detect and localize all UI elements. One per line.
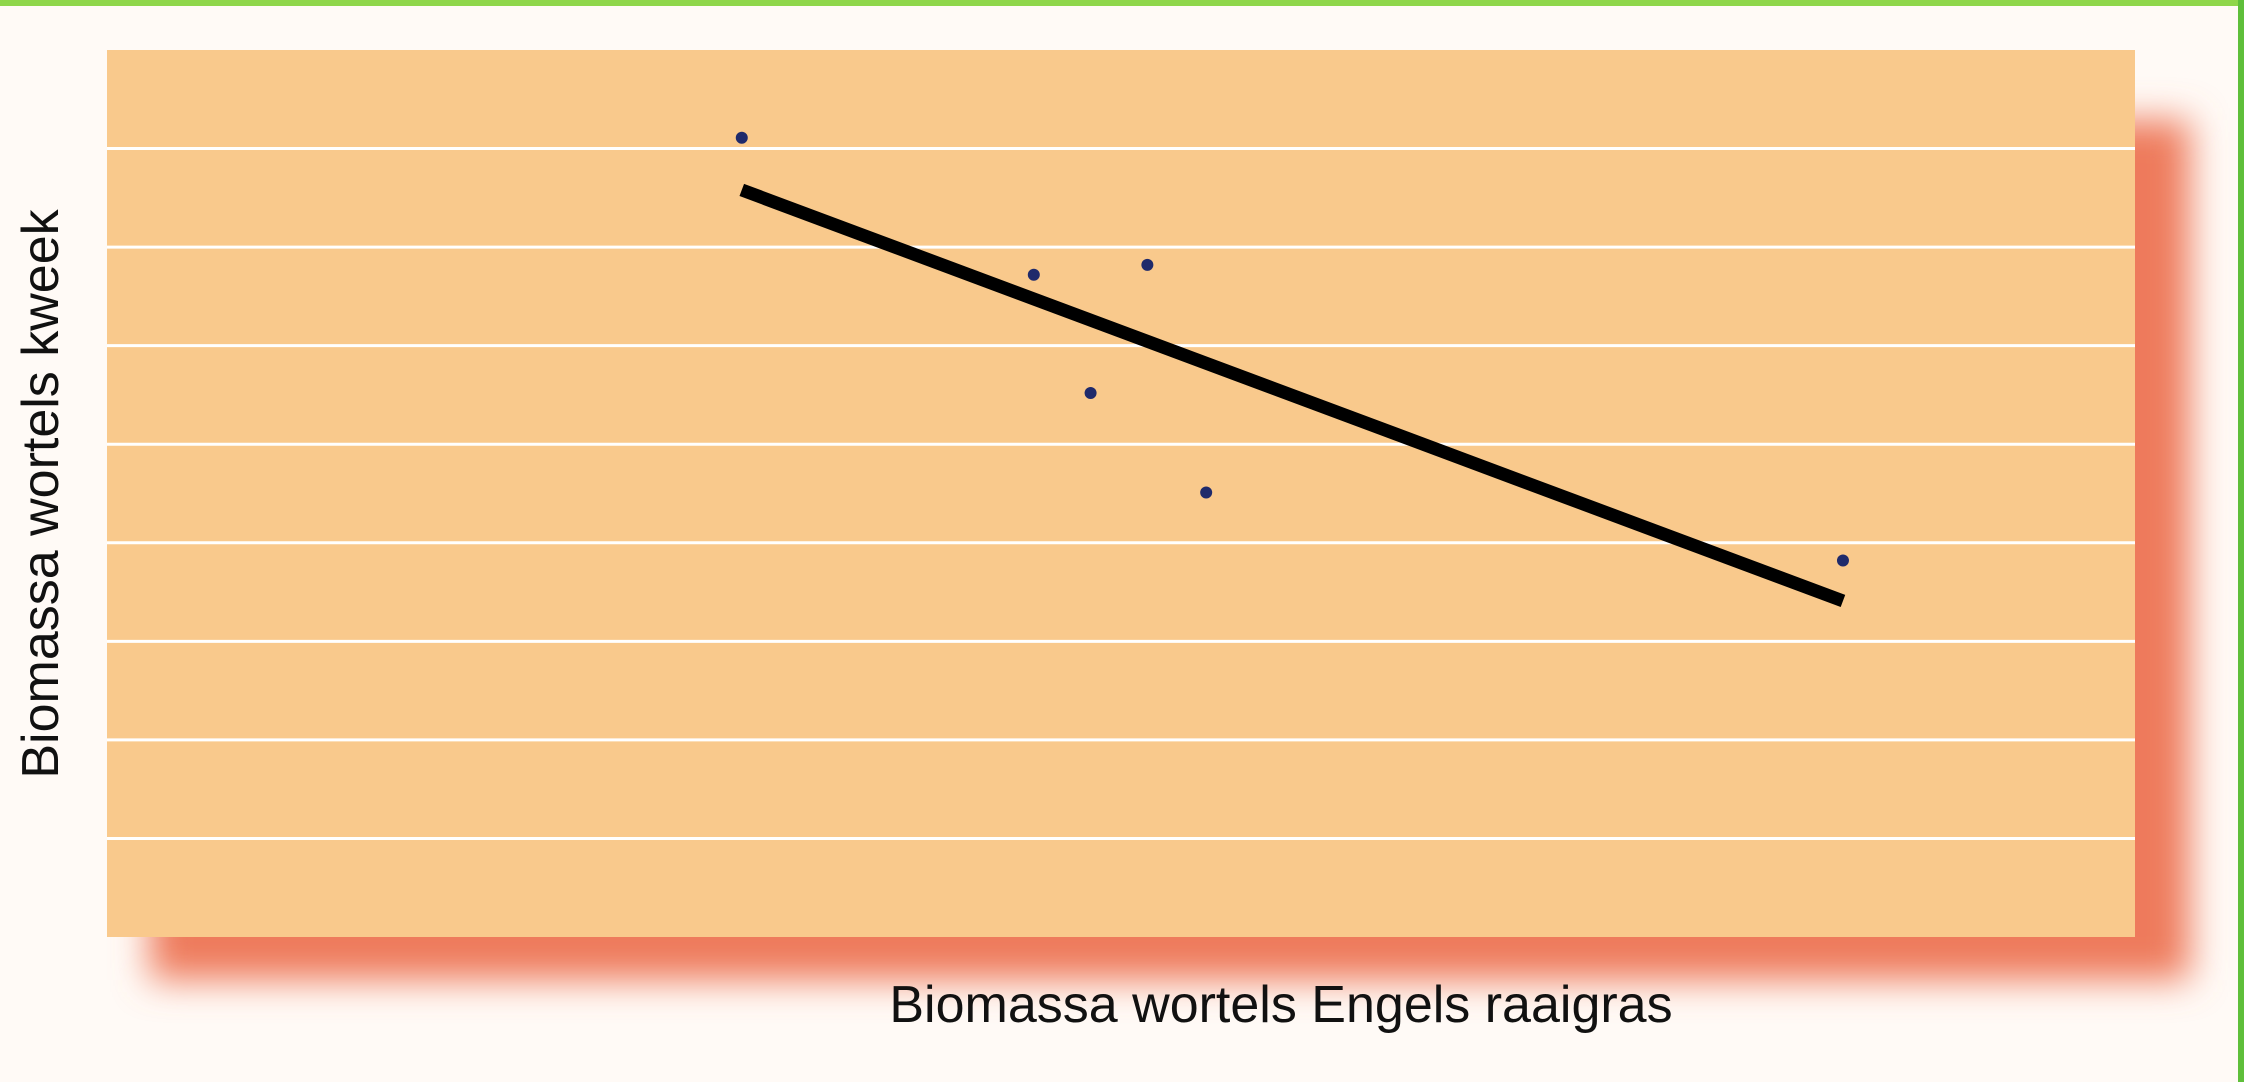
x-axis-label: Biomassa wortels Engels raaigras	[889, 976, 1672, 1034]
scatter-point	[1084, 386, 1097, 399]
trendline	[739, 183, 1846, 608]
scatter-point	[1027, 268, 1040, 281]
scatter-point	[1141, 258, 1154, 271]
y-axis-label: Biomassa wortels kweek	[12, 208, 70, 778]
right-border	[2238, 0, 2244, 1082]
scatter-point	[1836, 554, 1849, 567]
plot-area	[107, 50, 2135, 937]
scatter-point	[735, 131, 748, 144]
top-border	[0, 0, 2244, 6]
scatter-point	[1200, 486, 1213, 499]
